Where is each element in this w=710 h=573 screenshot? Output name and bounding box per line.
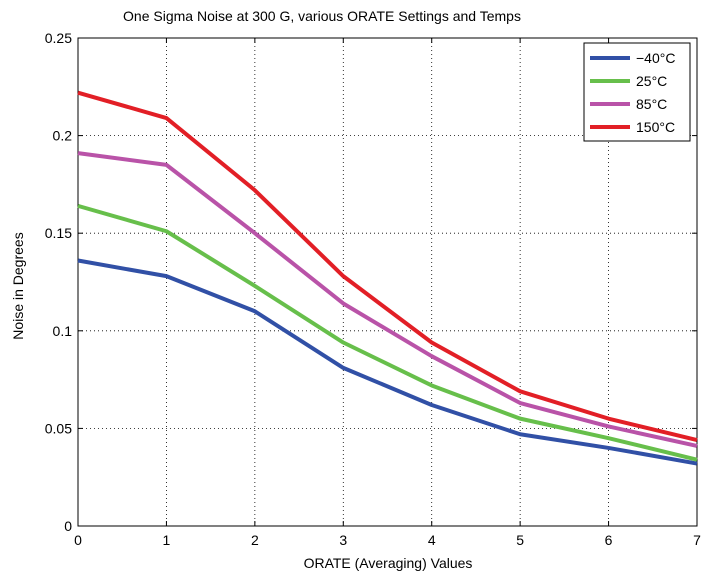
series-line-0 [77, 258, 698, 466]
chart-title: One Sigma Noise at 300 G, various ORATE … [123, 8, 521, 24]
x-tick-label: 6 [605, 532, 613, 548]
plot-area [77, 37, 698, 527]
legend-label-0: −40°C [636, 50, 675, 66]
axis-ticks: 0 1 2 3 4 5 6 7 0 0.05 0.1 0.15 0.2 0.25 [45, 30, 701, 548]
y-tick-label: 0 [64, 518, 72, 534]
legend-label-2: 85°C [636, 96, 667, 112]
y-tick-label: 0.25 [45, 30, 72, 46]
x-tick-label: 3 [339, 532, 347, 548]
series-line-3 [77, 90, 698, 443]
y-axis-label: Noise in Degrees [10, 232, 26, 339]
series-line-2 [77, 151, 698, 448]
x-tick-label: 1 [163, 532, 171, 548]
x-tick-label: 2 [251, 532, 259, 548]
series-lines [77, 90, 698, 466]
x-axis-label: ORATE (Averaging) Values [304, 555, 473, 571]
x-tick-label: 5 [516, 532, 524, 548]
x-tick-label: 7 [693, 532, 701, 548]
legend-label-3: 150°C [636, 119, 675, 135]
series-line-1 [77, 203, 698, 462]
legend: −40°C 25°C 85°C 150°C [583, 42, 691, 142]
legend-label-1: 25°C [636, 73, 667, 89]
grid-lines [78, 38, 697, 526]
x-tick-label: 4 [428, 532, 436, 548]
y-tick-label: 0.2 [53, 128, 73, 144]
y-tick-label: 0.15 [45, 225, 72, 241]
x-tick-label: 0 [74, 532, 82, 548]
y-tick-label: 0.1 [53, 323, 73, 339]
y-tick-label: 0.05 [45, 420, 72, 436]
